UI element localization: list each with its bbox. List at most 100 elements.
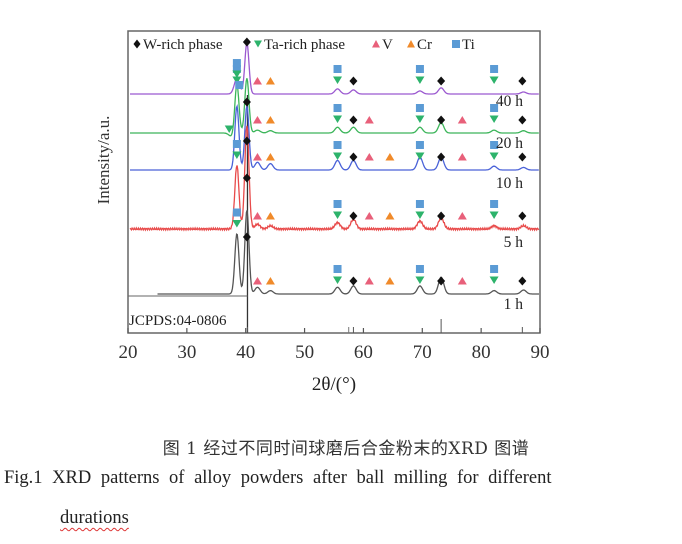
w-rich-marker-icon (349, 115, 358, 125)
ti-marker-icon (232, 65, 241, 73)
ti-marker-icon (415, 65, 424, 73)
w-rich-marker-icon (437, 76, 446, 86)
ta-rich-marker-icon (333, 152, 343, 160)
v-marker-icon (252, 277, 262, 285)
ta-rich-marker-icon (224, 125, 234, 133)
cr-marker-icon (265, 153, 275, 161)
v-marker-icon (457, 153, 467, 161)
w-rich-marker-icon (518, 276, 527, 286)
w-rich-marker-icon (349, 276, 358, 286)
w-rich-marker-icon (518, 211, 527, 221)
ti-marker-icon (490, 200, 499, 208)
ta-rich-marker-icon (415, 115, 425, 123)
ti-marker-icon (235, 81, 244, 89)
x-tick-label: 80 (472, 342, 491, 363)
xrd-chart: 40 h 20 h 10 h 5 h 1 h 20 30 40 50 60 70 80 90 W-ri… (94, 30, 550, 395)
w-rich-marker-icon (518, 115, 527, 125)
ti-marker-icon (333, 104, 342, 112)
x-tick-label: 20 (119, 342, 138, 363)
x-tick-label: 70 (413, 342, 432, 363)
ti-marker-icon (415, 265, 424, 273)
series-line (157, 210, 539, 295)
ta-rich-marker-icon (415, 152, 425, 160)
v-marker-icon (457, 212, 467, 220)
v-marker-icon (457, 116, 467, 124)
cr-marker-icon (385, 212, 395, 220)
series-line (130, 103, 539, 171)
w-rich-marker-icon (518, 76, 527, 86)
cr-marker-icon (265, 277, 275, 285)
legend-ti-icon (452, 40, 460, 48)
cr-marker-icon (265, 116, 275, 124)
ti-marker-icon (415, 141, 424, 149)
x-axis-label: 2θ/(°) (312, 374, 356, 395)
ti-marker-icon (333, 65, 342, 73)
legend-label: Cr (417, 37, 432, 53)
legend-v-icon (372, 40, 380, 48)
plot-frame (127, 30, 541, 334)
caption-english-line1: Fig.1 XRD patterns of alloy powders afte… (4, 468, 552, 488)
ta-rich-marker-icon (333, 276, 343, 284)
series-label: 1 h (504, 296, 524, 313)
caption-chinese: 图 1 经过不同时间球磨后合金粉末的XRD 图谱 (162, 439, 530, 459)
w-rich-marker-icon (242, 136, 251, 146)
series-group (129, 42, 540, 295)
caption-english-line2: durations (60, 508, 129, 528)
x-axis-ticks: 20 30 40 50 60 70 80 90 (119, 328, 550, 363)
x-tick-label: 30 (177, 342, 196, 363)
ti-marker-icon (333, 265, 342, 273)
legend-w-rich-icon (133, 39, 141, 49)
legend-label: Ti (462, 37, 475, 53)
w-rich-marker-icon (349, 152, 358, 162)
ta-rich-marker-icon (232, 151, 242, 159)
ta-rich-marker-icon (232, 76, 242, 84)
ta-rich-marker-icon (415, 76, 425, 84)
ta-rich-marker-icon (333, 115, 343, 123)
w-rich-marker-icon (437, 152, 446, 162)
ta-rich-marker-icon (415, 276, 425, 284)
w-rich-marker-icon (349, 76, 358, 86)
v-marker-icon (457, 277, 467, 285)
ti-marker-icon (232, 208, 241, 217)
legend-label: Ta-rich phase (264, 37, 345, 53)
series-label: 40 h (496, 93, 523, 110)
w-rich-marker-icon (518, 152, 527, 162)
ti-marker-icon (490, 141, 499, 149)
ti-marker-icon (333, 200, 342, 208)
v-marker-icon (364, 153, 374, 161)
series-label: 10 h (496, 175, 523, 192)
ta-rich-marker-icon (333, 76, 343, 84)
ti-marker-icon (490, 104, 499, 112)
cr-marker-icon (385, 277, 395, 285)
ti-marker-icon (415, 200, 424, 208)
w-rich-marker-icon (242, 173, 251, 183)
ta-rich-marker-icon (489, 211, 499, 219)
w-rich-marker-icon (349, 211, 358, 221)
ta-rich-marker-icon (232, 220, 242, 228)
series-label: 20 h (496, 135, 523, 152)
legend-cr-icon (407, 40, 415, 48)
x-tick-label: 40 (236, 342, 255, 363)
series-line (129, 125, 540, 232)
v-marker-icon (252, 116, 262, 124)
w-rich-marker-icon (437, 276, 446, 286)
ta-rich-marker-icon (489, 152, 499, 160)
ti-marker-icon (490, 65, 499, 73)
w-rich-marker-icon (242, 97, 251, 107)
v-marker-icon (364, 212, 374, 220)
v-marker-icon (252, 77, 262, 85)
v-marker-icon (252, 153, 262, 161)
ta-rich-marker-icon (333, 211, 343, 219)
ta-rich-marker-icon (489, 276, 499, 284)
ti-marker-icon (232, 59, 241, 68)
jcpds-label: JCPDS:04-0806 (129, 313, 227, 329)
ta-rich-marker-icon (489, 115, 499, 123)
w-rich-marker-icon (242, 37, 251, 47)
x-tick-label: 60 (354, 342, 373, 363)
w-rich-marker-icon (242, 232, 251, 242)
cr-marker-icon (265, 77, 275, 85)
y-axis-label: Intensity/a.u. (94, 116, 113, 205)
phase-markers (224, 37, 527, 286)
cr-marker-icon (385, 153, 395, 161)
x-tick-label: 50 (295, 342, 314, 363)
